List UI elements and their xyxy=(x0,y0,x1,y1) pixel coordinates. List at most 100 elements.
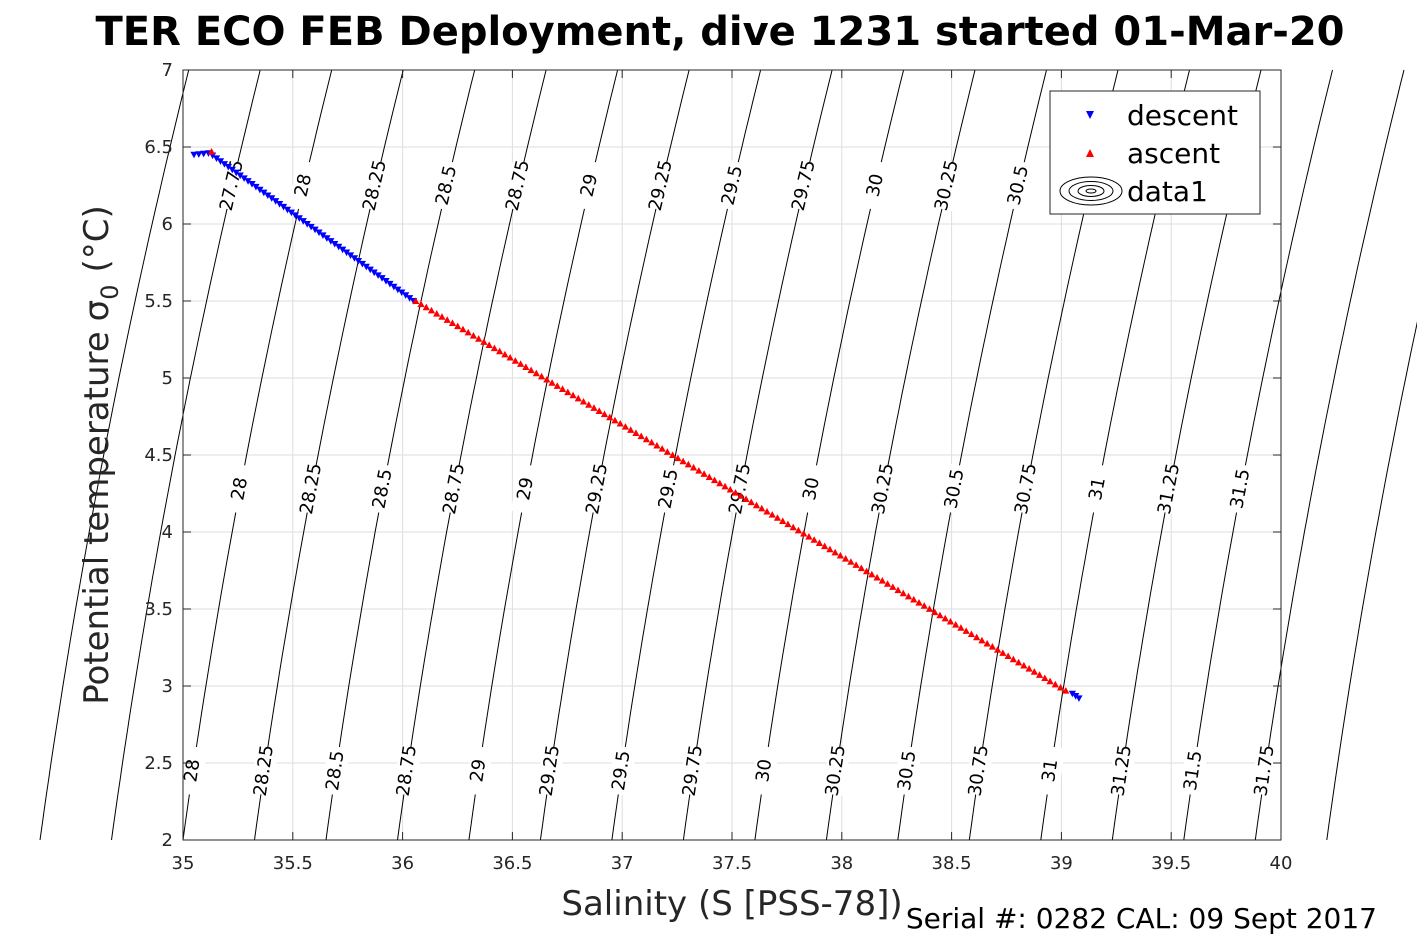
descent-marker xyxy=(232,169,240,177)
ascent-marker xyxy=(427,306,436,314)
contour-label-mask xyxy=(653,463,685,515)
ascent-marker xyxy=(925,605,934,612)
descent-marker xyxy=(264,192,272,200)
descent-marker xyxy=(275,201,284,208)
ascent-marker xyxy=(967,630,976,638)
ascent-marker xyxy=(433,309,441,317)
legend-contour-icon xyxy=(1059,176,1123,206)
descent-marker xyxy=(335,243,343,251)
ascent-marker xyxy=(464,328,472,336)
legend-ascent-label: ascent xyxy=(1127,137,1220,170)
ascent-marker xyxy=(821,542,829,550)
contour-label-mask xyxy=(1154,463,1185,515)
ascent-marker xyxy=(1062,687,1070,694)
descent-marker xyxy=(283,206,292,214)
descent-marker xyxy=(354,258,363,265)
contour-label-mask xyxy=(939,463,971,515)
descent-marker xyxy=(195,151,203,158)
x-tick-label: 36 xyxy=(391,853,414,874)
ascent-marker xyxy=(710,476,719,484)
ascent-marker xyxy=(448,319,457,326)
chart-title: TER ECO FEB Deployment, dive 1231 starte… xyxy=(95,9,1344,55)
contour-label: 30 xyxy=(862,172,888,199)
ascent-marker xyxy=(1030,668,1038,675)
ascent-marker xyxy=(910,595,918,603)
ascent-marker xyxy=(207,148,216,155)
ascent-marker xyxy=(936,611,944,619)
contour-label-mask xyxy=(1011,463,1042,515)
contour-label-mask xyxy=(859,159,892,212)
ascent-marker xyxy=(946,617,955,625)
ascent-marker xyxy=(1041,674,1049,682)
y-tick-label: 4 xyxy=(162,522,173,543)
descent-marker xyxy=(307,223,315,231)
descent-marker xyxy=(406,295,414,302)
ascent-marker xyxy=(920,602,928,609)
contour-label: 28 xyxy=(291,172,317,199)
descent-marker xyxy=(256,186,264,194)
ascent-marker xyxy=(459,325,467,333)
y-axis-label-subscript: 0 xyxy=(96,284,124,299)
ascent-marker xyxy=(800,529,808,537)
ascent-marker xyxy=(789,523,797,531)
isopycnal-line xyxy=(1254,69,1405,841)
contour-label-mask xyxy=(502,159,535,212)
descent-marker xyxy=(366,266,374,274)
ascent-marker xyxy=(878,577,886,584)
x-tick-label: 35.5 xyxy=(273,853,313,874)
descent-marker xyxy=(374,272,382,279)
ascent-marker xyxy=(548,379,556,386)
ascent-marker xyxy=(658,445,666,452)
ascent-marker xyxy=(595,407,603,414)
contour-label-mask xyxy=(392,745,422,797)
ascent-marker xyxy=(496,347,504,355)
y-tick-label: 6.5 xyxy=(144,137,173,158)
ascent-marker xyxy=(422,303,430,311)
ascent-marker xyxy=(558,385,567,392)
isopycnal-line xyxy=(39,69,190,841)
ascent-marker xyxy=(469,331,478,339)
ascent-marker xyxy=(726,485,734,493)
x-tick-label: 37 xyxy=(611,853,634,874)
contour-label: 28 xyxy=(227,476,252,502)
legend-descent-label: descent xyxy=(1127,99,1238,132)
contour-label-mask xyxy=(250,745,279,797)
contour-label-mask xyxy=(464,745,494,797)
x-tick-label: 39 xyxy=(1050,853,1073,874)
ascent-marker xyxy=(501,350,509,358)
ascent-marker xyxy=(847,558,855,565)
descent-marker xyxy=(299,218,307,225)
y-tick-label: 3 xyxy=(162,676,173,697)
ascent-marker xyxy=(973,633,981,641)
ascent-marker xyxy=(511,357,519,364)
descent-marker xyxy=(346,252,355,259)
legend: descent ascent data1 xyxy=(1049,90,1261,215)
y-ticks: 2 2.5 3 3.5 4 4.5 5 5.5 6 6.5 7 xyxy=(144,60,1281,851)
ascent-marker xyxy=(569,391,577,399)
ascent-marker xyxy=(490,344,499,352)
ascent-marker xyxy=(773,514,782,521)
ascent-marker xyxy=(904,592,913,600)
x-tick-label: 37.5 xyxy=(712,853,752,874)
ascent-marker xyxy=(574,394,582,402)
ascent-marker xyxy=(826,545,834,553)
ascent-marker xyxy=(931,608,939,616)
ascent-marker xyxy=(716,479,724,487)
ascent-marker xyxy=(1025,665,1033,672)
descent-marker xyxy=(323,235,331,242)
descent-marker xyxy=(303,220,311,228)
descent-marker xyxy=(1072,693,1080,700)
ascent-marker xyxy=(752,501,761,509)
descent-marker xyxy=(394,286,402,294)
contour-label-mask xyxy=(1107,745,1137,797)
ascent-marker xyxy=(842,555,850,562)
ascent-marker xyxy=(517,360,525,367)
descent-marker xyxy=(327,238,335,245)
ascent-marker xyxy=(632,429,640,436)
contour-label: 29 xyxy=(513,476,538,502)
x-axis-label: Salinity (S [PSS-78]) xyxy=(561,884,902,924)
ascent-marker xyxy=(889,583,897,590)
ascent-marker xyxy=(768,511,776,518)
descent-marker xyxy=(220,161,229,168)
ascent-marker xyxy=(642,435,651,443)
